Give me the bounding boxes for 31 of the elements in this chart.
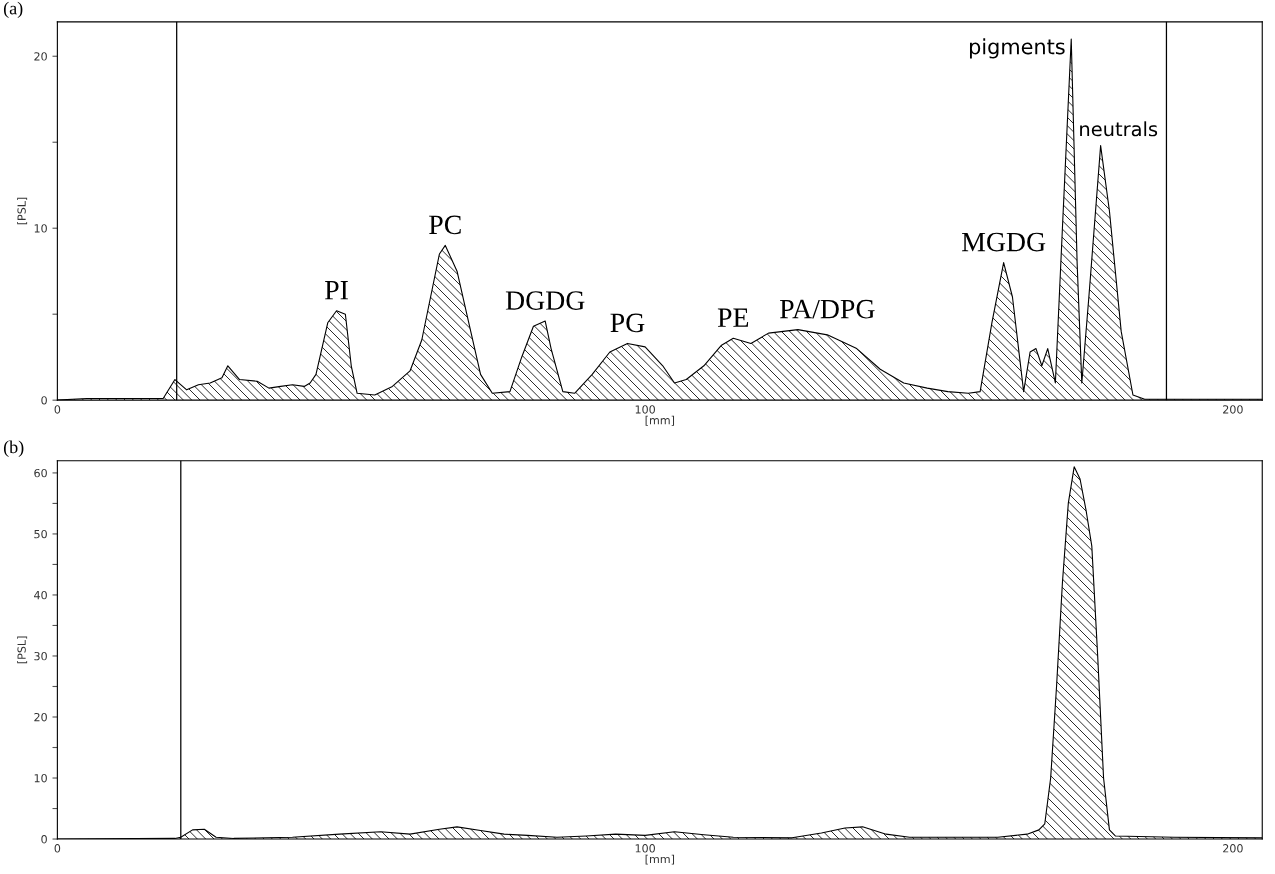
y-tick-label: 20	[34, 52, 47, 61]
x-tick-label: 0	[54, 844, 61, 853]
x-tick-label: 100	[635, 405, 655, 414]
annotation: pigments	[969, 38, 1065, 59]
x-tick-label: 200	[1223, 405, 1243, 414]
y-tick-label: 50	[34, 529, 47, 539]
annotation: PA/DPG	[779, 299, 875, 319]
annotation: PG	[610, 313, 645, 333]
annotation: PI	[325, 281, 348, 300]
y-tick-label: 10	[34, 224, 47, 233]
annotation: DGDG	[505, 291, 585, 310]
y-tick-label: 0	[41, 835, 47, 844]
y-tick-label: 40	[34, 590, 47, 600]
annotation: MGDG	[962, 232, 1046, 252]
y-axis-title: [PSL]	[17, 197, 28, 225]
y-tick-label: 20	[34, 712, 47, 722]
x-tick-label: 200	[1223, 844, 1243, 853]
chart-title: (b)	[3, 440, 24, 457]
x-tick-label: 100	[635, 844, 655, 853]
x-tick-label: 0	[54, 405, 61, 414]
annotation: neutrals	[1080, 121, 1158, 137]
x-axis-title: [mm]	[645, 854, 675, 865]
y-tick-label: 30	[34, 651, 47, 661]
y-tick-label: 0	[41, 396, 47, 405]
chart-title: (a)	[3, 1, 23, 19]
y-axis-title: [PSL]	[17, 636, 28, 664]
annotation: PC	[429, 215, 461, 235]
y-tick-label: 10	[34, 773, 47, 783]
x-axis-title: [mm]	[645, 415, 675, 426]
y-tick-label: 60	[34, 468, 47, 478]
annotation: PE	[717, 308, 749, 327]
